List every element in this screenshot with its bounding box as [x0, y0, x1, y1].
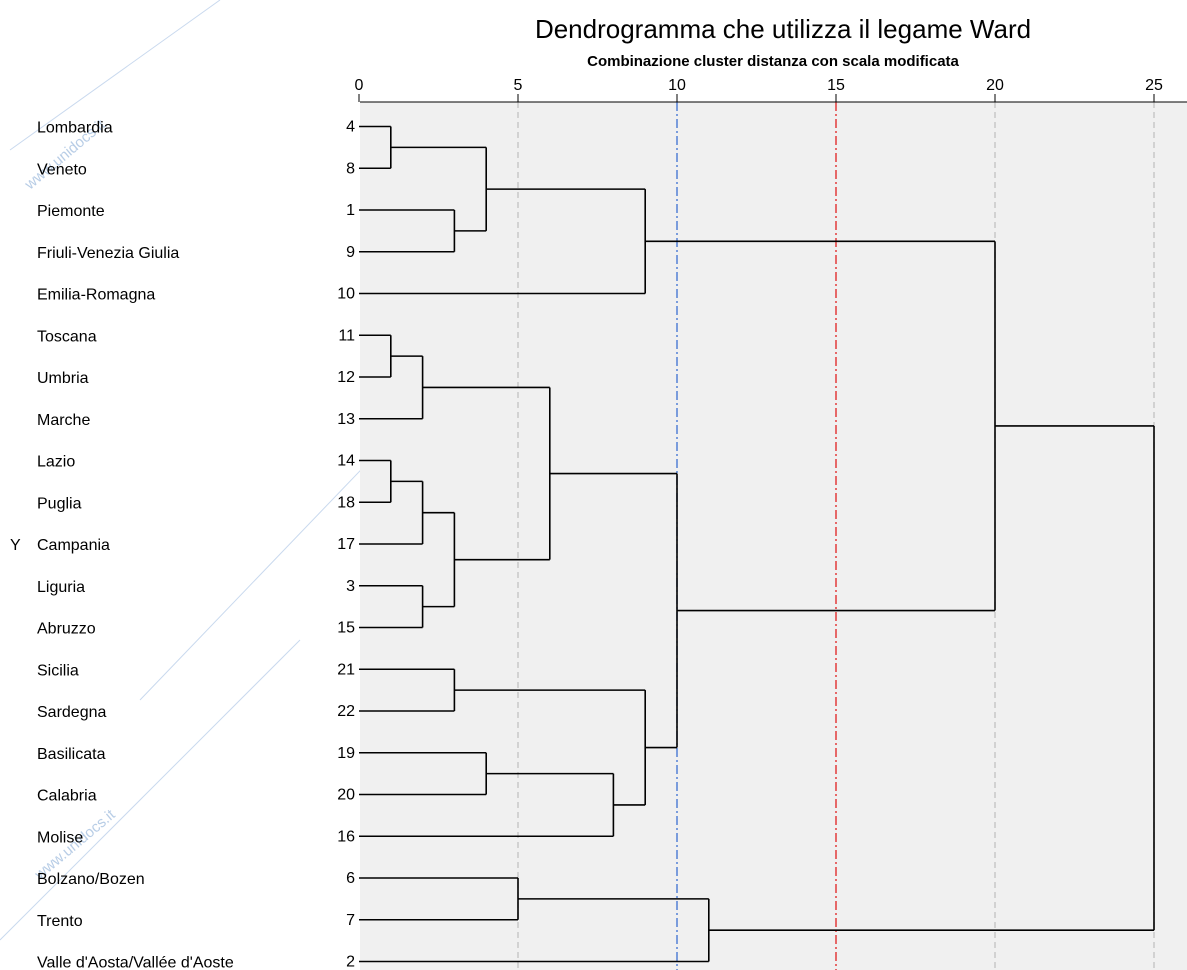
leaf-id: 11	[338, 327, 355, 344]
x-tick-label: 15	[827, 77, 845, 94]
leaf-label: Lombardia	[37, 120, 113, 137]
leaf-id: 1	[346, 202, 355, 219]
leaf-label: Basilicata	[37, 746, 106, 763]
leaf-id: 21	[337, 661, 355, 678]
leaf-label: Puglia	[37, 495, 82, 512]
leaf-label: Molise	[37, 829, 83, 846]
chart-title: Dendrogramma che utilizza il legame Ward	[535, 14, 1031, 44]
leaf-id: 16	[337, 828, 355, 845]
dendrogram-tree	[359, 125, 1155, 963]
leaf-label: Trento	[37, 913, 83, 930]
leaf-label: Veneto	[37, 161, 87, 178]
plot-area	[360, 102, 1187, 970]
leaf-id: 15	[337, 620, 355, 637]
leaf-label: Campania	[37, 537, 110, 554]
leaf-id: 8	[346, 160, 355, 177]
leaf-label: Abruzzo	[37, 621, 96, 638]
leaf-label: Sicilia	[37, 662, 79, 679]
leaf-label: Calabria	[37, 788, 97, 805]
leaf-id: 4	[346, 119, 355, 136]
leaf-label: Piemonte	[37, 203, 105, 220]
leaf-labels: Lombardia 4 Veneto 8 Piemonte 1 Friuli-Venezia…	[37, 119, 355, 970]
leaf-id: 13	[337, 411, 355, 428]
leaf-label: Lazio	[37, 454, 75, 471]
x-tick-label: 10	[668, 77, 686, 94]
leaf-id: 17	[337, 536, 355, 553]
leaf-id: 19	[337, 745, 355, 762]
leaf-id: 14	[337, 453, 355, 470]
leaf-id: 10	[337, 286, 355, 303]
x-axis: 0 5 10 15 20 25	[355, 77, 1187, 103]
chart-subtitle: Combinazione cluster distanza con scala …	[587, 53, 959, 70]
leaf-id: 3	[346, 578, 355, 595]
leaf-label: Umbria	[37, 370, 89, 387]
leaf-label: Liguria	[37, 579, 85, 596]
leaf-label: Bolzano/Bozen	[37, 871, 145, 888]
leaf-id: 6	[346, 870, 355, 887]
x-tick-label: 5	[514, 77, 523, 94]
leaf-label: Emilia-Romagna	[37, 287, 155, 304]
leaf-id: 2	[346, 954, 355, 970]
x-tick-label: 20	[986, 77, 1004, 94]
leaf-id: 9	[346, 244, 355, 261]
leaf-label: Friuli-Venezia Giulia	[37, 245, 179, 262]
leaf-label: Toscana	[37, 328, 97, 345]
y-axis-label: Y	[10, 537, 21, 554]
leaf-id: 18	[337, 494, 355, 511]
leaf-id: 20	[337, 787, 355, 804]
leaf-id: 12	[337, 369, 355, 386]
watermark-line	[0, 639, 301, 941]
x-tick-label: 25	[1145, 77, 1163, 94]
leaf-label: Marche	[37, 412, 90, 429]
leaf-id: 22	[337, 703, 355, 720]
leaf-label: Sardegna	[37, 704, 106, 721]
leaf-id: 7	[346, 912, 355, 929]
watermark-line	[9, 0, 221, 151]
leaf-label: Valle d'Aosta/Vallée d'Aoste	[37, 955, 234, 970]
x-tick-label: 0	[355, 77, 364, 94]
